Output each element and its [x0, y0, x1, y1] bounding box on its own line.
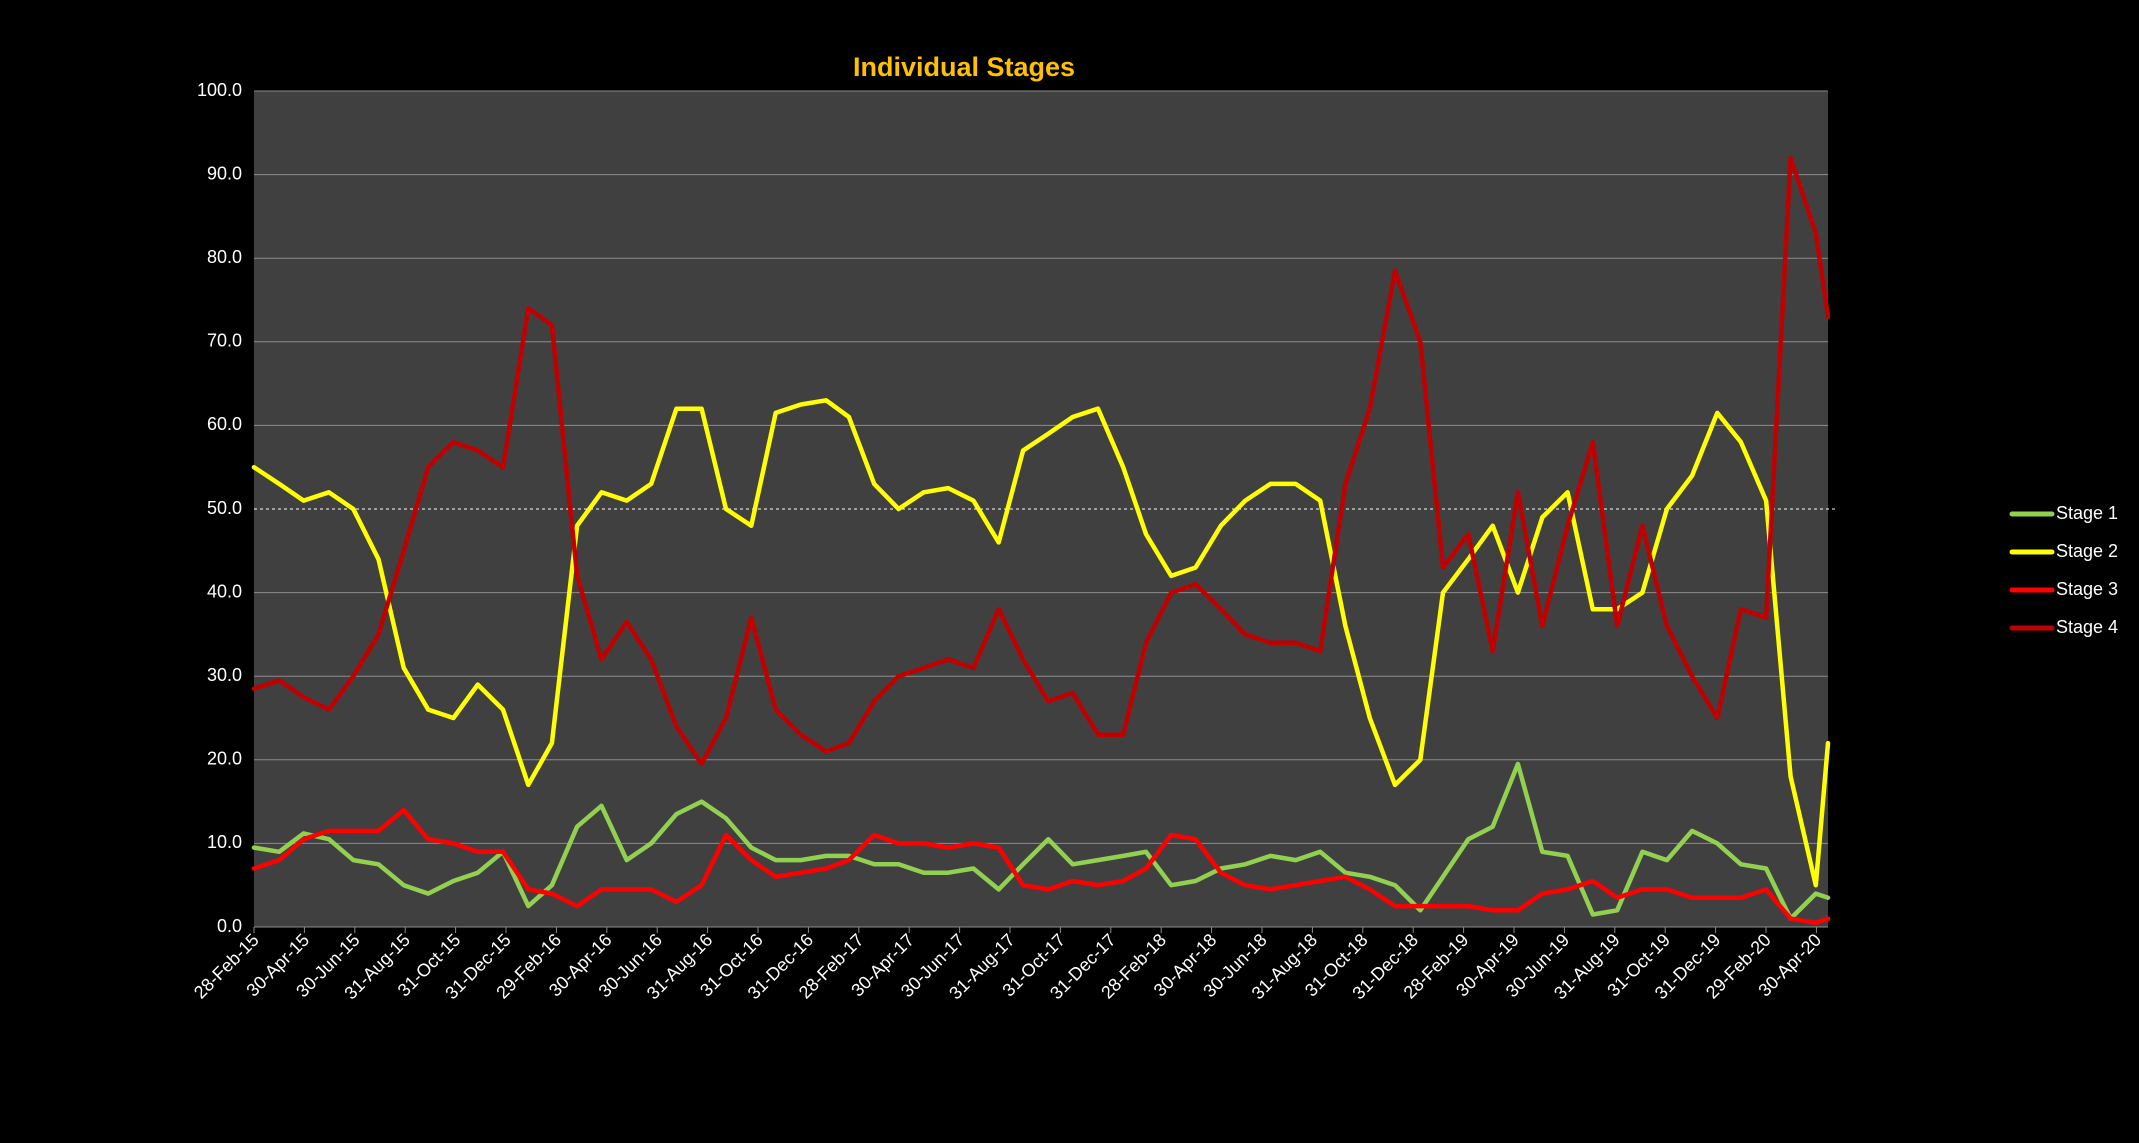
- y-tick-label: 50.0: [207, 498, 242, 518]
- legend-label: Stage 3: [2056, 579, 2118, 599]
- y-tick-label: 20.0: [207, 749, 242, 769]
- series-lines: [251, 155, 1831, 926]
- y-tick-label: 10.0: [207, 832, 242, 852]
- y-tick-label: 30.0: [207, 665, 242, 685]
- y-tick-label: 80.0: [207, 247, 242, 267]
- y-tick-label: 100.0: [197, 80, 242, 100]
- y-tick-label: 40.0: [207, 581, 242, 601]
- series-line-stage-1: [251, 761, 1831, 921]
- legend-label: Stage 4: [2056, 617, 2118, 637]
- legend-label: Stage 1: [2056, 503, 2118, 523]
- series-line-stage-4: [251, 155, 1831, 767]
- series-line-stage-2: [251, 398, 1831, 888]
- series-line-stage-3: [251, 807, 1831, 926]
- chart-title: Individual Stages: [853, 52, 1075, 82]
- y-tick-label: 90.0: [207, 163, 242, 183]
- y-tick-label: 70.0: [207, 331, 242, 351]
- y-tick-label: 60.0: [207, 414, 242, 434]
- legend: Stage 1 Stage 2 Stage 3 Stage 4: [2009, 503, 2118, 637]
- y-tick-label: 0.0: [217, 916, 242, 936]
- y-axis-ticks: 0.0 10.0 20.0 30.0 40.0 50.0 60.0 70.0 80.0 90.0 1…: [197, 80, 242, 936]
- x-axis-ticks: 28-Feb-1530-Apr-1530-Jun-1531-Aug-1531-O…: [190, 927, 1825, 1003]
- legend-label: Stage 2: [2056, 541, 2118, 561]
